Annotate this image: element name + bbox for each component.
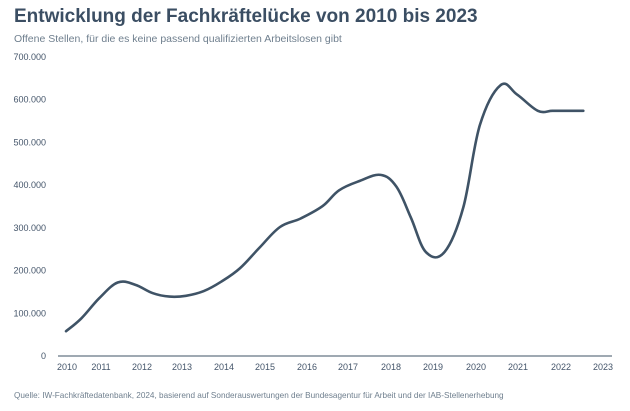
- y-tick-label: 300.000: [13, 223, 46, 233]
- y-tick-label: 400.000: [13, 180, 46, 190]
- x-tick-label: 2023: [593, 362, 613, 372]
- x-tick-label: 2015: [255, 362, 275, 372]
- x-tick-label: 2022: [551, 362, 571, 372]
- x-tick-label: 2014: [214, 362, 234, 372]
- y-tick-label: 600.000: [13, 95, 46, 105]
- y-tick-label: 200.000: [13, 266, 46, 276]
- y-tick-label: 700.000: [13, 52, 46, 62]
- y-axis: 0 100.000 200.000 300.000 400.000 500.000 600.…: [13, 52, 46, 361]
- series-layer: [64, 82, 585, 333]
- y-tick-label: 0: [41, 351, 46, 361]
- series-line: [64, 82, 585, 333]
- x-tick-label: 2012: [132, 362, 152, 372]
- y-tick-label: 100.000: [13, 308, 46, 318]
- chart-title: Entwicklung der Fachkräftelücke von 2010…: [14, 6, 478, 27]
- x-tick-label: 2017: [338, 362, 358, 372]
- x-tick-label: 2019: [423, 362, 443, 372]
- x-tick-label: 2021: [508, 362, 528, 372]
- x-tick-label: 2013: [172, 362, 192, 372]
- x-tick-label: 2018: [381, 362, 401, 372]
- x-tick-label: 2010: [57, 362, 77, 372]
- y-tick-label: 500.000: [13, 137, 46, 147]
- x-tick-label: 2020: [466, 362, 486, 372]
- x-tick-label: 2011: [91, 362, 110, 372]
- x-tick-label: 2016: [297, 362, 317, 372]
- source-note: Quelle: IW-Fachkräftedatenbank, 2024, ba…: [14, 391, 504, 400]
- chart-subtitle: Offene Stellen, für die es keine passend…: [14, 33, 342, 45]
- x-axis: 2010 2011 2012 2013 2014 2015 2016 2017 2018 2019…: [57, 362, 613, 372]
